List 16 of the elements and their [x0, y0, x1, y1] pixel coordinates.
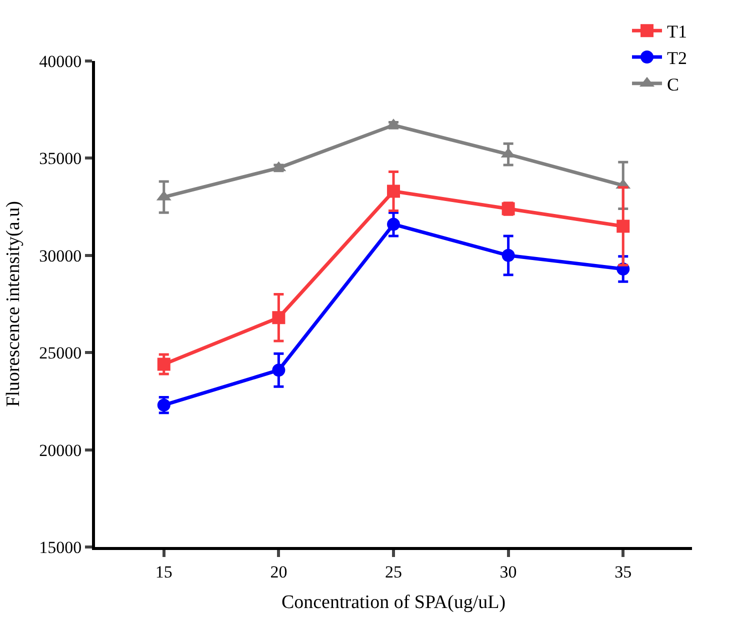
y-tick-label: 20000: [39, 440, 82, 460]
x-tick-label: 30: [500, 562, 517, 582]
y-tick-label: 35000: [39, 149, 82, 168]
x-tick-label: 15: [155, 562, 172, 582]
x-tick-label: 20: [270, 562, 288, 582]
y-axis-title: Fluorescence intensity(a.u): [2, 201, 24, 407]
x-tick-label: 35: [614, 562, 632, 582]
y-tick-label: 25000: [39, 344, 82, 363]
legend-label: T2: [667, 48, 687, 68]
legend-label: T1: [667, 22, 687, 42]
y-tick-label: 15000: [39, 538, 82, 557]
legend-label: C: [667, 74, 680, 94]
x-tick-label: 25: [385, 562, 402, 582]
y-tick-label: 30000: [39, 246, 82, 266]
x-axis-title: Concentration of SPA(ug/uL): [281, 592, 506, 614]
y-tick-label: 40000: [39, 52, 82, 71]
